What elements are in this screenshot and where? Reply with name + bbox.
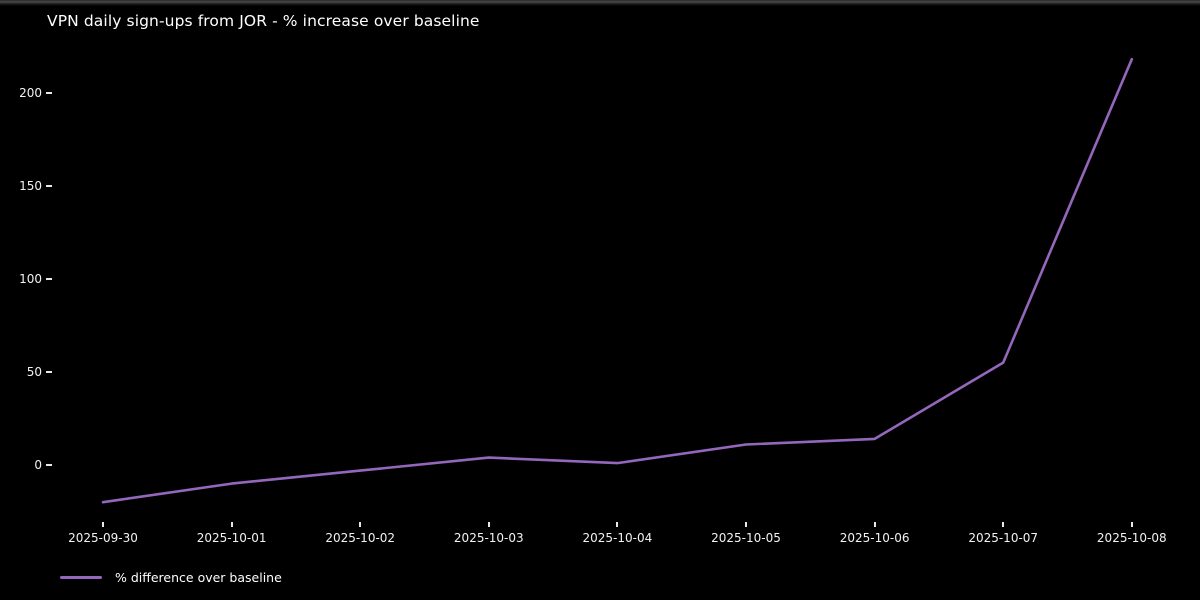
- y-tick-label: 100: [19, 271, 42, 286]
- x-tick-mark: [1130, 522, 1133, 527]
- window-top-edge: [0, 0, 1200, 6]
- x-tick-mark: [873, 522, 876, 527]
- x-tick-mark: [487, 522, 490, 527]
- y-tick-label: 50: [26, 364, 42, 379]
- legend: % difference over baseline: [60, 568, 282, 586]
- x-tick-mark: [1002, 522, 1005, 527]
- x-tick-label: 2025-10-06: [839, 531, 910, 545]
- x-tick-label: 2025-10-04: [582, 531, 653, 545]
- y-tick-mark: [46, 91, 52, 94]
- legend-line-swatch: [60, 575, 102, 579]
- x-tick-label: 2025-10-01: [196, 531, 267, 545]
- x-tick-label: 2025-10-03: [453, 531, 524, 545]
- series-line-pct-difference: [101, 57, 1134, 504]
- y-tick-label: 150: [19, 178, 42, 193]
- y-tick-label: 0: [34, 458, 42, 472]
- x-tick-mark: [102, 522, 104, 527]
- y-tick-mark: [46, 184, 52, 187]
- x-tick-mark: [745, 522, 747, 527]
- x-tick-mark: [359, 522, 362, 527]
- chart-title: VPN daily sign-ups from JOR - % increase…: [47, 12, 480, 30]
- y-tick-mark: [46, 277, 52, 280]
- x-tick-mark: [230, 522, 233, 527]
- x-tick-label: 2025-10-07: [968, 531, 1039, 545]
- x-tick-label: 2025-09-30: [68, 531, 138, 545]
- x-tick-label: 2025-10-02: [325, 531, 396, 545]
- y-tick-label: 200: [19, 85, 42, 100]
- x-tick-label: 2025-10-08: [1096, 531, 1167, 545]
- x-tick-mark: [616, 522, 619, 527]
- legend-label: % difference over baseline: [115, 569, 282, 585]
- y-tick-mark: [46, 370, 52, 373]
- x-tick-label: 2025-10-05: [711, 531, 781, 545]
- y-tick-mark: [46, 464, 52, 466]
